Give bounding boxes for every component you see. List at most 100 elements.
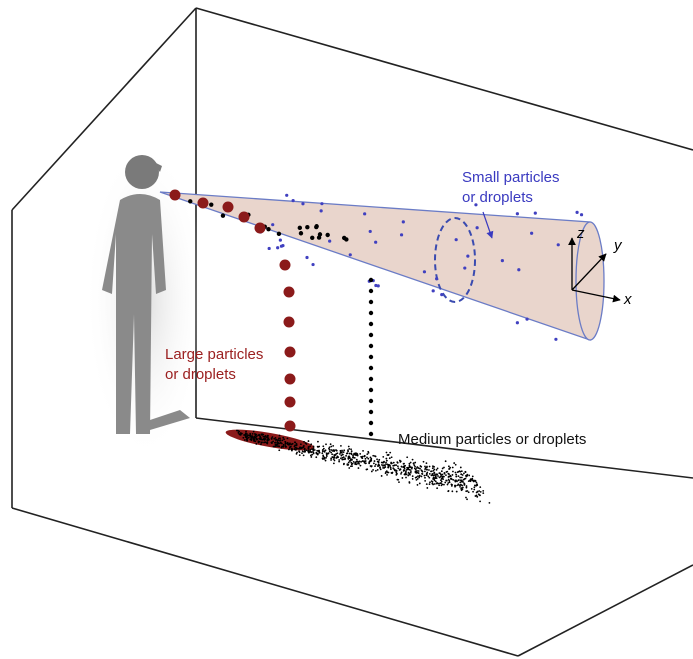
particle: [275, 439, 277, 441]
particle: [338, 459, 340, 461]
particle: [375, 470, 377, 472]
particle: [412, 459, 414, 461]
particle: [455, 472, 457, 474]
particle: [367, 458, 369, 460]
particle: [554, 338, 557, 341]
particle: [465, 490, 467, 492]
particle: [343, 463, 345, 465]
particle: [280, 245, 283, 248]
particle: [480, 491, 482, 493]
particle: [465, 478, 467, 480]
particle: [391, 472, 393, 474]
particle: [437, 483, 439, 485]
particle: [301, 452, 303, 454]
particle: [346, 463, 348, 465]
particle: [325, 233, 329, 237]
particle: [351, 463, 353, 465]
particle: [473, 486, 475, 488]
particle: [296, 444, 298, 446]
particle: [369, 289, 373, 293]
particle: [426, 469, 428, 471]
particle: [404, 467, 406, 469]
particle: [424, 468, 426, 470]
particle: [471, 478, 473, 480]
particle: [255, 443, 257, 445]
particle: [365, 460, 367, 462]
particle: [317, 446, 319, 448]
spray-cone: [160, 192, 604, 340]
particle: [386, 474, 388, 476]
axis-label: z: [576, 225, 585, 242]
particle: [406, 473, 408, 475]
particle: [356, 459, 358, 461]
particle: [266, 227, 270, 231]
particle: [382, 467, 384, 469]
particle: [317, 441, 319, 443]
particle: [405, 477, 407, 479]
particle: [245, 431, 247, 433]
particle: [308, 440, 310, 442]
particle: [278, 449, 280, 451]
particle: [331, 453, 333, 455]
particle: [421, 476, 423, 478]
particle: [264, 438, 266, 440]
particle: [457, 471, 459, 473]
particle: [351, 450, 353, 452]
particle: [309, 445, 311, 447]
particle: [322, 458, 324, 460]
particle: [333, 462, 335, 464]
particle: [396, 473, 398, 475]
particle: [308, 452, 310, 454]
particle: [455, 464, 457, 466]
particle: [341, 459, 343, 461]
particle: [260, 443, 262, 445]
particle: [429, 473, 431, 475]
particle: [369, 377, 373, 381]
particle: [251, 438, 253, 440]
particle: [426, 473, 428, 475]
particle: [386, 452, 388, 454]
particle: [432, 289, 435, 292]
particle: [279, 435, 281, 437]
particle: [284, 317, 295, 328]
particle: [472, 475, 474, 477]
particle: [285, 347, 296, 358]
particle: [299, 231, 303, 235]
particle: [376, 458, 378, 460]
particle: [442, 476, 444, 478]
particle: [267, 436, 269, 438]
particle: [296, 452, 298, 454]
particle: [394, 464, 396, 466]
particle: [404, 465, 406, 467]
particle: [288, 444, 290, 446]
label: or droplets: [462, 189, 533, 206]
particle: [364, 455, 366, 457]
particle: [442, 478, 444, 480]
particle: [257, 440, 259, 442]
particle: [360, 465, 362, 467]
particle: [317, 235, 321, 239]
particle: [433, 472, 435, 474]
particle: [289, 447, 291, 449]
particle: [419, 475, 421, 477]
particle: [374, 455, 376, 457]
particle: [448, 479, 450, 481]
particle: [170, 190, 181, 201]
particle: [415, 470, 417, 472]
particle: [391, 456, 393, 458]
particle: [354, 454, 356, 456]
particle: [349, 453, 351, 455]
particle: [416, 476, 418, 478]
particle: [277, 441, 279, 443]
particle: [284, 445, 286, 447]
particle: [455, 474, 457, 476]
particle: [282, 439, 284, 441]
axis-label: x: [623, 291, 632, 308]
particle: [459, 486, 461, 488]
particle: [348, 455, 350, 457]
particle: [330, 449, 332, 451]
particle: [244, 439, 246, 441]
particle: [437, 475, 439, 477]
particle: [428, 469, 430, 471]
particle: [326, 455, 328, 457]
